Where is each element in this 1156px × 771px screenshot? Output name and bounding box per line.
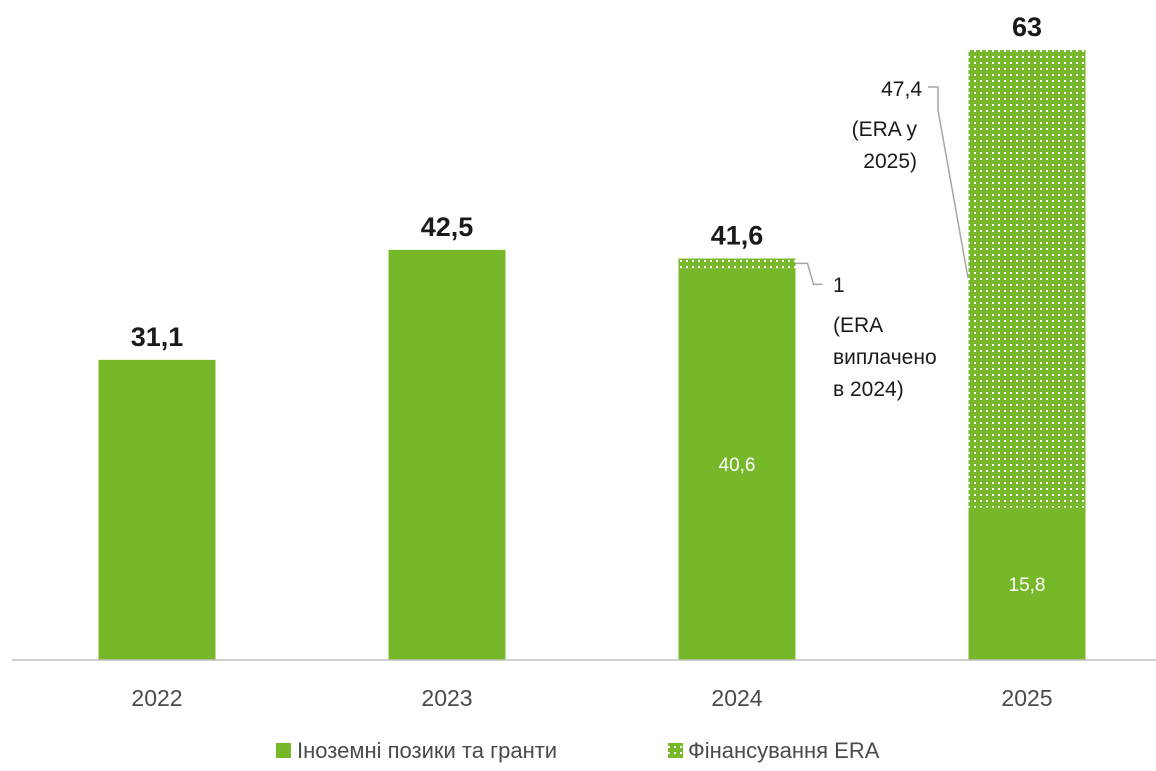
total-label-2023: 42,5 — [421, 212, 474, 242]
segment-label-2025: 15,8 — [1009, 575, 1046, 596]
callout-leader-2024 — [795, 262, 823, 286]
bar-loans-grants-2025 — [968, 507, 1086, 660]
bar-era-2024 — [678, 258, 796, 269]
legend-label-loans-grants: Іноземні позики та гранти — [297, 738, 557, 763]
bar-loans-grants-2024 — [678, 268, 796, 660]
callout-text-2025: 2025) — [863, 150, 917, 173]
total-label-2025: 63 — [1012, 12, 1042, 42]
segment-label-2024: 40,6 — [719, 455, 756, 476]
legend-label-era: Фінансування ERA — [688, 738, 880, 763]
x-tick-label-2022: 2022 — [131, 685, 182, 711]
data-labels: 31,1 42,5 41,6 63 40,6 15,8 — [131, 12, 1046, 596]
bar-loans-grants-2022 — [98, 359, 216, 660]
callout-leader-2025 — [928, 86, 969, 279]
total-label-2024: 41,6 — [711, 221, 764, 251]
callout-text-2024: (ERA — [833, 314, 883, 337]
callout-text-2025: (ERA у — [852, 118, 918, 141]
x-tick-label-2025: 2025 — [1001, 685, 1052, 711]
legend: Іноземні позики та гранти Фінансування ER… — [276, 738, 880, 763]
legend-swatch-loans-grants — [276, 743, 291, 758]
callouts: 1 (ERA виплачено в 2024) 47,4 (ERA у 2025) — [795, 78, 969, 401]
callout-value-2024: 1 — [833, 274, 845, 297]
x-tick-label-2023: 2023 — [421, 685, 472, 711]
bars-layer — [98, 50, 1086, 661]
total-label-2022: 31,1 — [131, 322, 184, 352]
legend-swatch-era — [668, 743, 683, 758]
callout-text-2024: виплачено — [833, 346, 937, 369]
x-tick-labels: 2022 2023 2024 2025 — [131, 685, 1052, 711]
callout-text-2024: в 2024) — [833, 378, 904, 401]
x-tick-label-2024: 2024 — [711, 685, 762, 711]
bar-era-2025 — [968, 50, 1086, 508]
bar-loans-grants-2023 — [388, 249, 506, 661]
callout-value-2025: 47,4 — [881, 78, 922, 101]
